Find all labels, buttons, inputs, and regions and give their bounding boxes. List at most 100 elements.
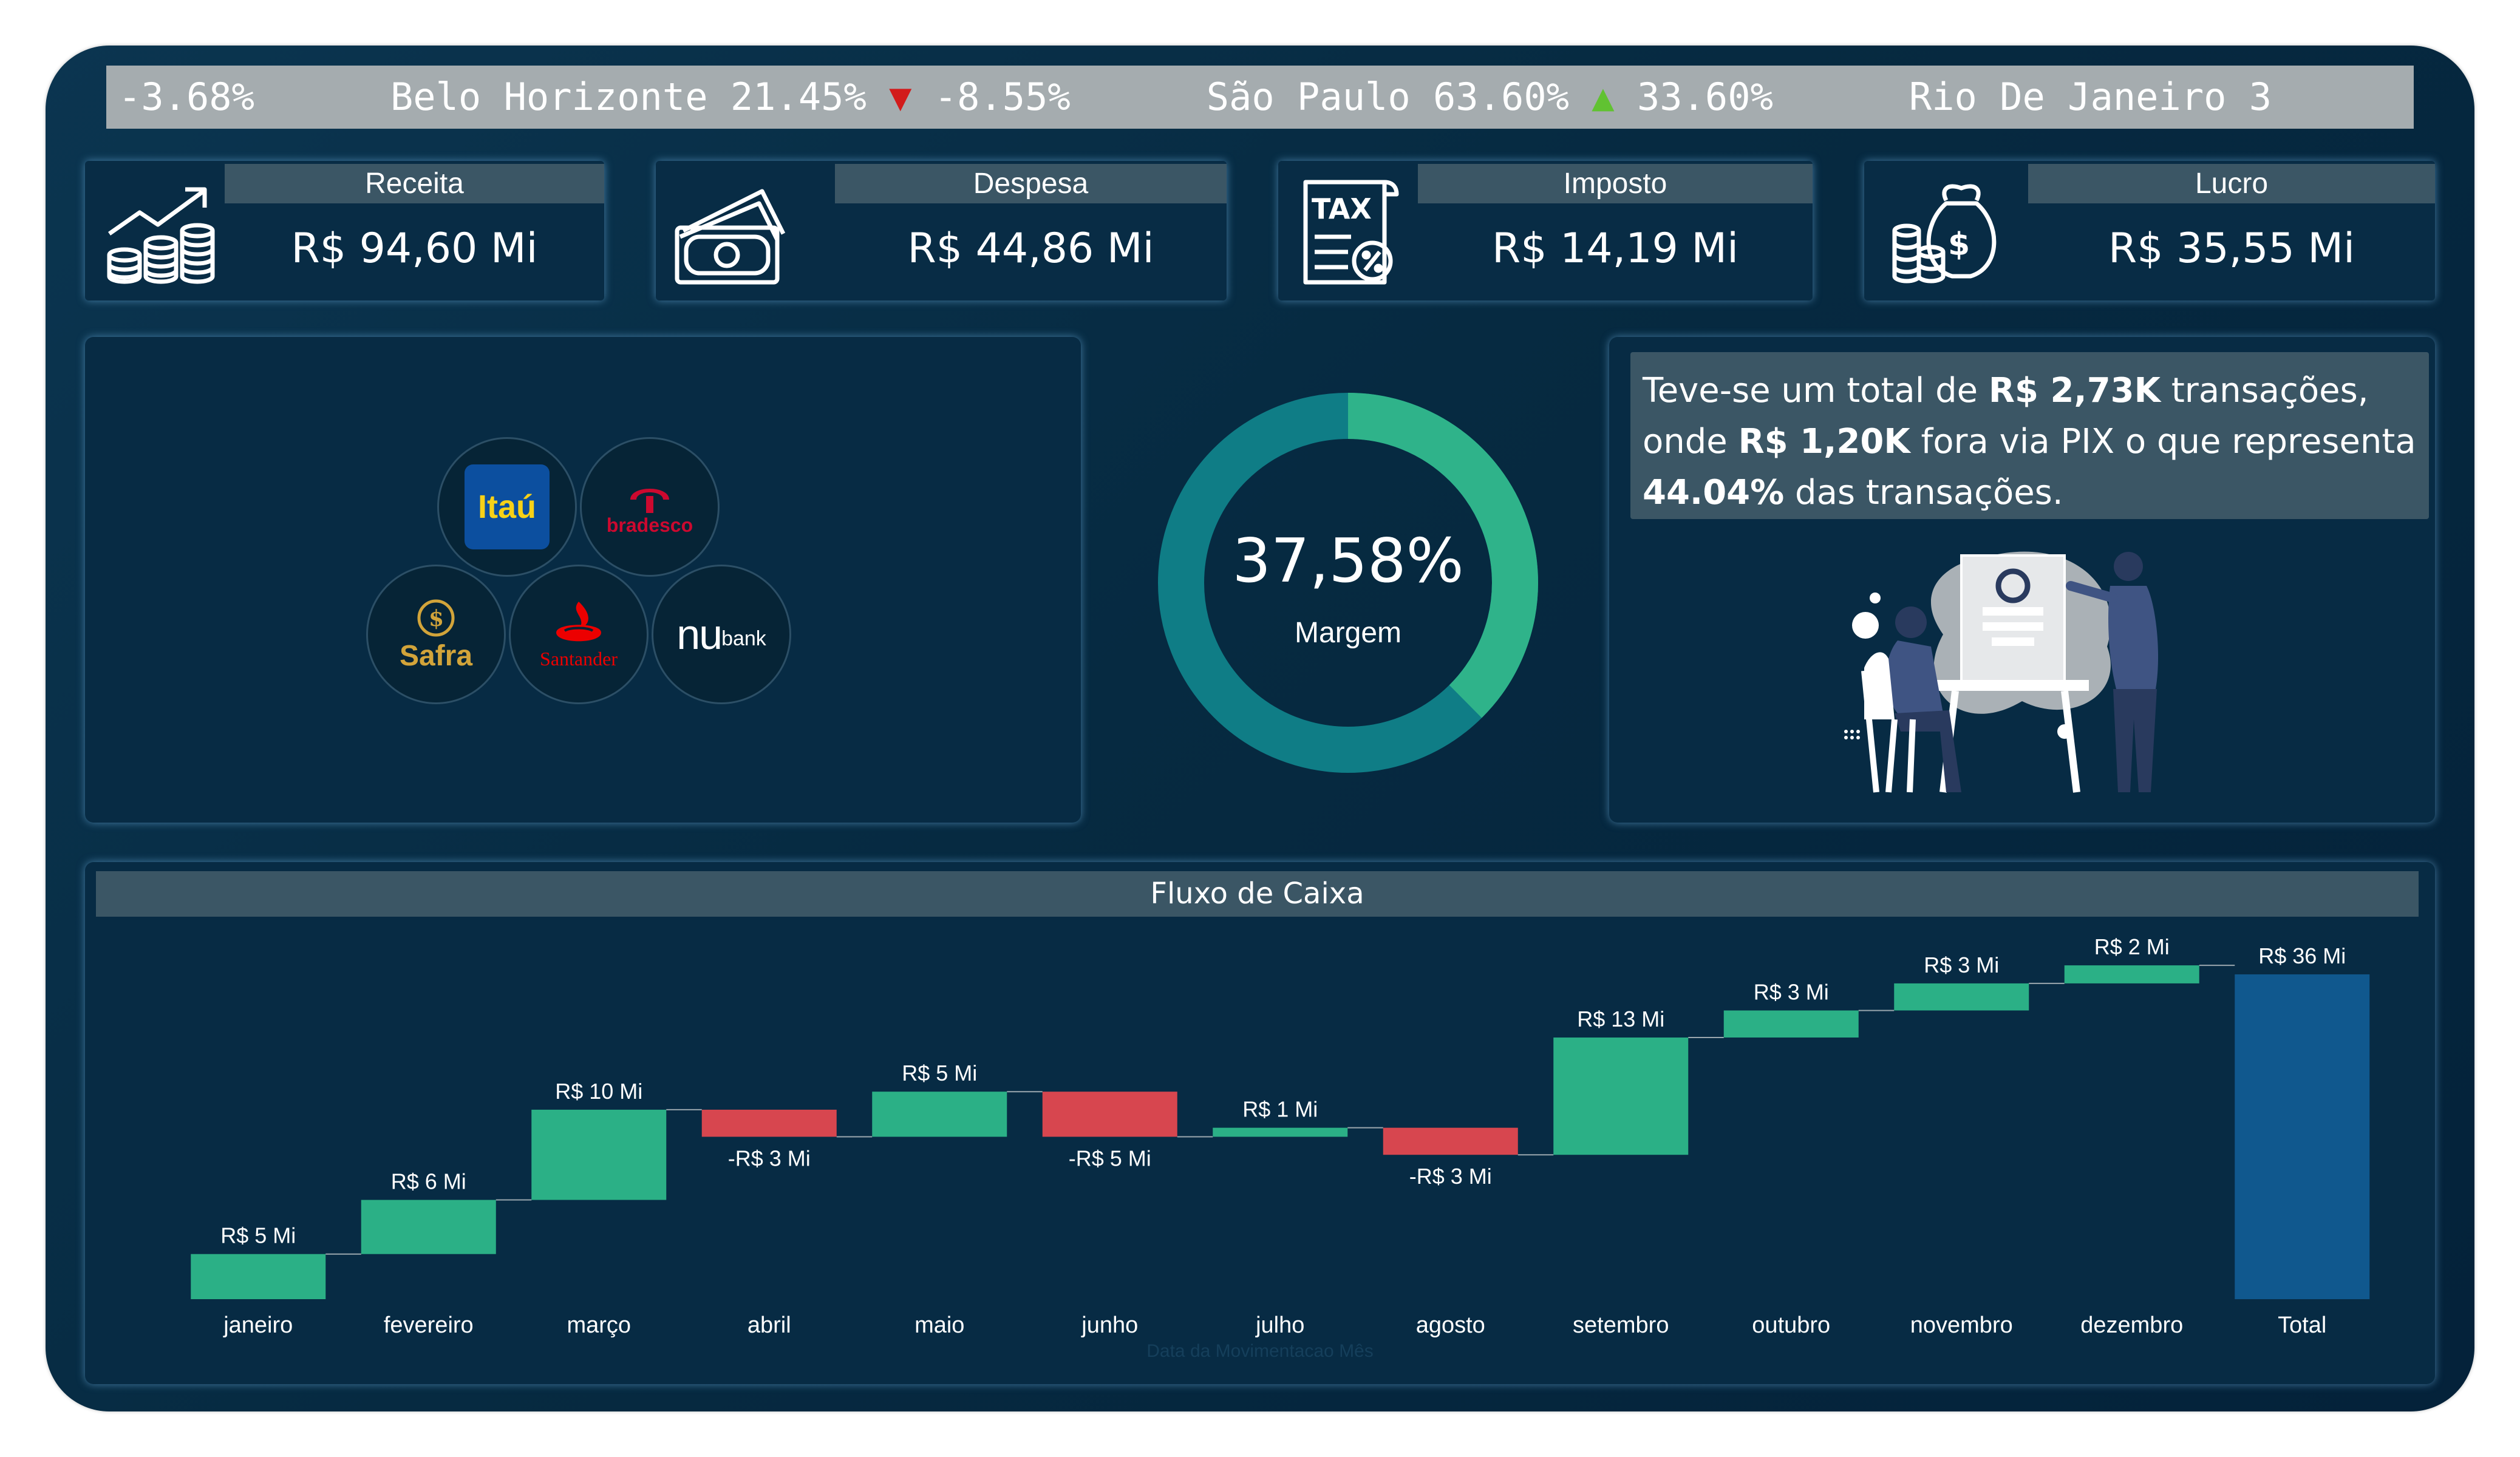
cash-flow-panel: R$ 5 Mi janeiro R$ 6 Mi fevereiro R$ 10 Mi ma… [85, 862, 2435, 1384]
bank-logo-santander: Santander [509, 565, 649, 704]
kpi-label: Receita [225, 164, 604, 203]
waterfall-bar [701, 1109, 837, 1137]
kpi-value: R$ 94,60 Mi [291, 225, 538, 273]
kpi-card-imposto: TAX Imposto R$ 14,19 Mi [1278, 161, 1813, 301]
bank-name: bradesco [606, 514, 693, 536]
itau-logo: Itaú [465, 464, 550, 549]
gauge-value: 37,58% [1232, 525, 1464, 596]
category-label: fevereiro [384, 1313, 474, 1338]
svg-text:$: $ [429, 606, 444, 631]
bank-logo-itau: Itaú [437, 437, 577, 577]
meeting-illustration [1844, 551, 2159, 793]
tax-document-icon: TAX [1293, 176, 1415, 291]
bank-name: Safra [399, 639, 473, 672]
ticker-segment: 33.60% [1614, 75, 1909, 119]
waterfall-bar [1383, 1127, 1518, 1155]
bank-name: Santander [540, 647, 618, 670]
safra-emblem-icon: $ [417, 599, 455, 636]
category-label: agosto [1416, 1313, 1485, 1338]
category-label: Total [2278, 1313, 2326, 1338]
data-label: R$ 13 Mi [1577, 1007, 1664, 1031]
category-label: setembro [1573, 1313, 1669, 1338]
bank-logo-safra: $ Safra [366, 565, 506, 704]
waterfall-bar [361, 1200, 496, 1254]
waterfall-bar [1042, 1092, 1177, 1137]
chart-title: Fluxo de Caixa [96, 871, 2419, 917]
category-label: março [567, 1313, 631, 1338]
data-label: R$ 5 Mi [902, 1061, 977, 1085]
data-label: -R$ 3 Mi [1409, 1164, 1492, 1189]
data-label: R$ 3 Mi [1924, 953, 1999, 977]
data-label: R$ 5 Mi [220, 1223, 296, 1248]
margin-gauge: 37,58% Margem [1154, 389, 1542, 777]
waterfall-bar [531, 1109, 667, 1200]
kpi-card-despesa: Despesa R$ 44,86 Mi [656, 161, 1227, 301]
bank-name: Itaú [477, 489, 536, 525]
data-label: R$ 10 Mi [555, 1079, 642, 1104]
waterfall-bar [1553, 1038, 1689, 1155]
arrow-down-icon: ▼ [889, 75, 912, 119]
transactions-insight-panel: Teve-se um total de R$ 2,73K transações,… [1609, 337, 2435, 823]
data-label: R$ 2 Mi [2094, 934, 2170, 959]
kpi-label: Lucro [2028, 164, 2435, 203]
insight-text: Teve-se um total de R$ 2,73K transações,… [1630, 352, 2429, 519]
category-label: outubro [1752, 1313, 1830, 1338]
gauge-fill [1158, 393, 1538, 773]
kpi-value: R$ 14,19 Mi [1492, 225, 1738, 273]
data-label: R$ 6 Mi [391, 1169, 466, 1194]
waterfall-bar [1723, 1010, 1859, 1038]
ticker-segment: Rio De Janeiro 3 [1909, 75, 2272, 119]
insight-pix-transactions: R$ 1,20K [1738, 422, 1910, 461]
ticker-segment: São Paulo 63.60% [1206, 75, 1592, 119]
banks-panel: Itaú bradesco $ Safra Santander nu bank [85, 337, 1081, 823]
category-label: abril [747, 1313, 791, 1338]
bank-name: bank [721, 627, 766, 650]
ticker-segment: -8.55% [911, 75, 1207, 119]
waterfall-bar [1894, 983, 2029, 1011]
data-label: R$ 1 Mi [1242, 1097, 1318, 1122]
category-label: maio [914, 1313, 964, 1338]
bank-logo-bradesco: bradesco [580, 437, 720, 577]
gauge-label: Margem [1294, 617, 1402, 649]
bank-logo-nubank: nu bank [652, 565, 791, 704]
city-ticker: -3.68% Belo Horizonte 21.45% ▼ -8.55% Sã… [106, 66, 2414, 129]
kpi-value: R$ 35,55 Mi [2108, 225, 2355, 273]
waterfall-bar [2064, 965, 2199, 983]
arrow-up-icon: ▲ [1592, 75, 1615, 119]
svg-text:TAX: TAX [1312, 192, 1372, 225]
category-label: janeiro [223, 1313, 293, 1338]
insight-total-transactions: R$ 2,73K [1988, 371, 2161, 410]
ticker-segment: -3.68% [118, 75, 390, 119]
insight-text-4: das transações. [1784, 473, 2063, 512]
insight-pix-share: 44.04% [1643, 473, 1785, 512]
coins-growth-icon [100, 176, 222, 291]
nubank-nu: nu [676, 611, 723, 658]
cash-flow-chart: R$ 5 Mi janeiro R$ 6 Mi fevereiro R$ 10 Mi ma… [191, 934, 2370, 1361]
money-bag-icon: $ [1879, 176, 2001, 291]
category-label: dezembro [2080, 1313, 2183, 1338]
category-label: novembro [1910, 1313, 2013, 1338]
insight-text-2: transações, onde [1643, 371, 2369, 461]
kpi-value: R$ 44,86 Mi [907, 225, 1154, 273]
insight-text-3: fora via PIX o que representa [1910, 422, 2416, 461]
x-axis-title: Data da Movimentacao Mês [1146, 1341, 1374, 1361]
data-label: R$ 3 Mi [1754, 979, 1829, 1004]
ticker-segment: Belo Horizonte 21.45% [390, 75, 890, 119]
santander-flame-icon [556, 601, 601, 641]
waterfall-bar [1213, 1127, 1348, 1137]
data-label: -R$ 3 Mi [728, 1146, 811, 1171]
kpi-card-lucro: $ Lucro R$ 35,55 Mi [1864, 161, 2435, 301]
kpi-label: Despesa [835, 164, 1227, 203]
waterfall-bar [191, 1254, 326, 1299]
kpi-label: Imposto [1418, 164, 1813, 203]
waterfall-bar [872, 1092, 1007, 1137]
svg-text:$: $ [1948, 226, 1970, 263]
bradesco-icon [630, 488, 669, 513]
insight-text-1: Teve-se um total de [1643, 371, 1989, 410]
data-label: -R$ 5 Mi [1069, 1146, 1151, 1171]
category-label: julho [1255, 1313, 1304, 1338]
banknotes-icon [671, 176, 792, 291]
ticker-text: -3.68% Belo Horizonte 21.45% ▼ -8.55% Sã… [118, 66, 2272, 129]
kpi-card-receita: Receita R$ 94,60 Mi [85, 161, 604, 301]
category-label: junho [1081, 1313, 1138, 1338]
